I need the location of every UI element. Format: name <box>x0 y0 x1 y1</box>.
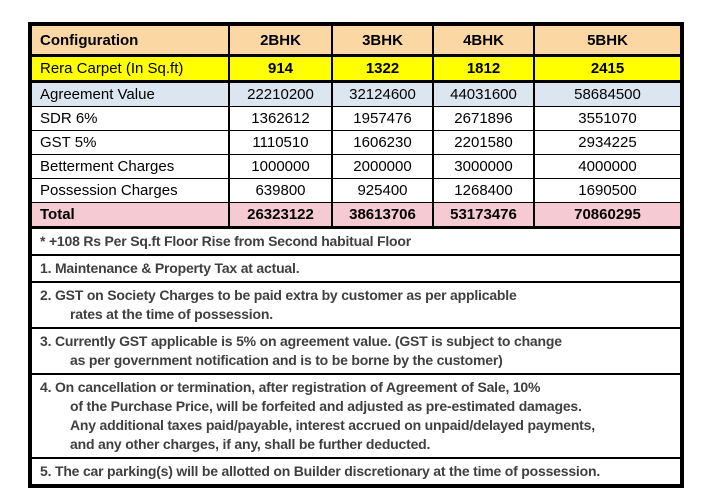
header-2bhk: 2BHK <box>230 26 333 54</box>
cell-value: 38613706 <box>333 203 434 226</box>
note-line: 1. Maintenance & Property Tax at actual. <box>40 260 300 276</box>
cell-value: 3551070 <box>578 110 637 127</box>
header-4bhk: 4BHK <box>434 26 535 54</box>
cell-value: 1957476 <box>333 107 434 130</box>
cell-value: 53173476 <box>434 203 535 226</box>
note-3-gst-applicable: 3. Currently GST applicable is 5% on agr… <box>32 329 680 375</box>
cost-sheet-table: Configuration 2BHK 3BHK 4BHK 5BHK Rera C… <box>28 22 684 488</box>
cell-value: 1690500 <box>578 182 637 199</box>
note-line: 2. GST on Society Charges to be paid ext… <box>40 287 517 303</box>
cell-value: 58684500 <box>574 86 641 103</box>
cell-value: 914 <box>230 57 333 80</box>
header-3bhk: 3BHK <box>333 26 434 54</box>
row-label: Rera Carpet (In Sq.ft) <box>32 57 230 80</box>
row-label: GST 5% <box>32 131 230 154</box>
note-line: 4. On cancellation or termination, after… <box>40 379 541 395</box>
row-label: Possession Charges <box>32 179 230 202</box>
row-sdr: SDR 6% 1362612 1957476 2671896 3551070 <box>32 107 680 131</box>
note-line: Any additional taxes paid/payable, inter… <box>70 417 595 433</box>
note-line: of the Purchase Price, will be forfeited… <box>70 398 582 414</box>
cell-value: 1812 <box>434 57 535 80</box>
note-1-maintenance: 1. Maintenance & Property Tax at actual. <box>32 256 680 283</box>
row-label: Betterment Charges <box>32 155 230 178</box>
header-5bhk: 5BHK <box>587 31 628 49</box>
row-total: Total 26323122 38613706 53173476 7086029… <box>32 203 680 229</box>
note-line: as per government notification and is to… <box>70 352 503 368</box>
row-agreement-value: Agreement Value 22210200 32124600 440316… <box>32 83 680 107</box>
cell-value: 2201580 <box>434 131 535 154</box>
note-4-cancellation: 4. On cancellation or termination, after… <box>32 375 680 459</box>
row-label: SDR 6% <box>32 107 230 130</box>
row-possession-charges: Possession Charges 639800 925400 1268400… <box>32 179 680 203</box>
table-header-row: Configuration 2BHK 3BHK 4BHK 5BHK <box>32 26 680 57</box>
note-2-gst-society: 2. GST on Society Charges to be paid ext… <box>32 283 680 329</box>
cell-value: 639800 <box>230 179 333 202</box>
note-floor-rise: * +108 Rs Per Sq.ft Floor Rise from Seco… <box>32 229 680 256</box>
cell-value: 1110510 <box>230 131 333 154</box>
cell-value: 1000000 <box>230 155 333 178</box>
row-betterment-charges: Betterment Charges 1000000 2000000 30000… <box>32 155 680 179</box>
note-line: 3. Currently GST applicable is 5% on agr… <box>40 333 562 349</box>
cell-value: 2671896 <box>434 107 535 130</box>
header-configuration: Configuration <box>32 26 230 54</box>
cell-value: 2000000 <box>333 155 434 178</box>
cell-value: 26323122 <box>230 203 333 226</box>
cell-value: 1606230 <box>333 131 434 154</box>
cell-value: 32124600 <box>333 83 434 106</box>
cell-value: 70860295 <box>574 206 641 223</box>
row-label: Agreement Value <box>32 83 230 106</box>
row-rera-carpet: Rera Carpet (In Sq.ft) 914 1322 1812 241… <box>32 57 680 83</box>
note-line: 5. The car parking(s) will be allotted o… <box>40 463 601 479</box>
cell-value: 22210200 <box>230 83 333 106</box>
cell-value: 1322 <box>333 57 434 80</box>
note-line: * +108 Rs Per Sq.ft Floor Rise from Seco… <box>40 233 411 249</box>
cell-value: 925400 <box>333 179 434 202</box>
note-line: and any other charges, if any, shall be … <box>70 436 431 452</box>
note-line: rates at the time of possession. <box>70 306 273 322</box>
cell-value: 3000000 <box>434 155 535 178</box>
cell-value: 2934225 <box>578 134 637 151</box>
row-label: Total <box>32 203 230 226</box>
cell-value: 4000000 <box>578 158 637 175</box>
note-5-car-parking: 5. The car parking(s) will be allotted o… <box>32 459 680 484</box>
cell-value: 44031600 <box>434 83 535 106</box>
cell-value: 1268400 <box>434 179 535 202</box>
row-gst: GST 5% 1110510 1606230 2201580 2934225 <box>32 131 680 155</box>
cell-value: 2415 <box>590 60 625 77</box>
cell-value: 1362612 <box>230 107 333 130</box>
